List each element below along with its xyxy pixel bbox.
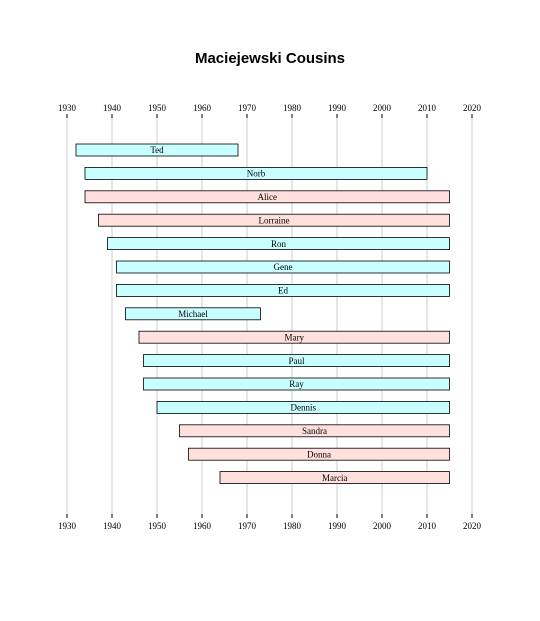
bar-label-ted: Ted — [150, 145, 164, 155]
bottom-tick-label-1990: 1990 — [328, 521, 347, 531]
top-axis: 1930 1940 1950 1960 1970 1980 1990 2000 2010 2020 — [58, 103, 482, 118]
top-tick-label-2020: 2020 — [463, 103, 482, 113]
top-tick-label-2000: 2000 — [373, 103, 392, 113]
bar-ed — [116, 283, 450, 297]
bottom-tick-label-1970: 1970 — [238, 521, 257, 531]
bar-label-michael: Michael — [178, 309, 208, 319]
bar-label-norb: Norb — [247, 169, 266, 179]
bar-ray — [143, 377, 450, 391]
bar-label-ray: Ray — [289, 379, 304, 389]
bottom-tick-label-2020: 2020 — [463, 521, 482, 531]
bars: Ted Norb Alice Lorraine Ron Gene Ed Michael Mary… — [75, 143, 450, 485]
bar-label-donna: Donna — [307, 449, 331, 459]
top-tick-label-1980: 1980 — [283, 103, 302, 113]
bar-ted — [75, 143, 239, 157]
bar-paul — [143, 354, 450, 368]
bar-dennis — [156, 400, 450, 414]
bottom-tick-label-1980: 1980 — [283, 521, 302, 531]
bar-label-sandra: Sandra — [302, 426, 327, 436]
top-tick-label-1940: 1940 — [103, 103, 122, 113]
bar-label-alice: Alice — [258, 192, 278, 202]
bar-norb — [84, 166, 428, 180]
bottom-axis: 1930 1940 1950 1960 1970 1980 1990 2000 2010 2020 — [58, 514, 482, 531]
bottom-tick-label-2000: 2000 — [373, 521, 392, 531]
top-tick-label-1960: 1960 — [193, 103, 212, 113]
bottom-tick-label-2010: 2010 — [418, 521, 437, 531]
bar-label-ed: Ed — [278, 286, 288, 296]
bar-ron — [107, 237, 450, 251]
top-tick-label-1930: 1930 — [58, 103, 77, 113]
bar-label-paul: Paul — [288, 356, 305, 366]
bar-sandra — [179, 424, 450, 438]
bar-label-dennis: Dennis — [291, 403, 317, 413]
bar-lorraine — [98, 213, 450, 227]
bar-label-marcia: Marcia — [322, 473, 347, 483]
bar-michael — [125, 307, 261, 321]
top-tick-label-1950: 1950 — [148, 103, 167, 113]
bar-mary — [138, 330, 450, 344]
bar-marcia — [219, 471, 450, 485]
bottom-tick-label-1960: 1960 — [193, 521, 212, 531]
bar-label-mary: Mary — [285, 332, 305, 342]
bottom-tick-label-1950: 1950 — [148, 521, 167, 531]
chart-title: Maciejewski Cousins — [195, 50, 345, 67]
bar-alice — [84, 190, 450, 204]
top-tick-label-1990: 1990 — [328, 103, 347, 113]
top-tick-label-2010: 2010 — [418, 103, 437, 113]
bar-label-lorraine: Lorraine — [259, 215, 290, 225]
bottom-tick-label-1930: 1930 — [58, 521, 77, 531]
bar-gene — [116, 260, 450, 274]
bar-label-ron: Ron — [271, 239, 287, 249]
top-tick-label-1970: 1970 — [238, 103, 257, 113]
bar-label-gene: Gene — [274, 262, 293, 272]
bottom-tick-label-1940: 1940 — [103, 521, 122, 531]
bar-donna — [188, 447, 450, 461]
